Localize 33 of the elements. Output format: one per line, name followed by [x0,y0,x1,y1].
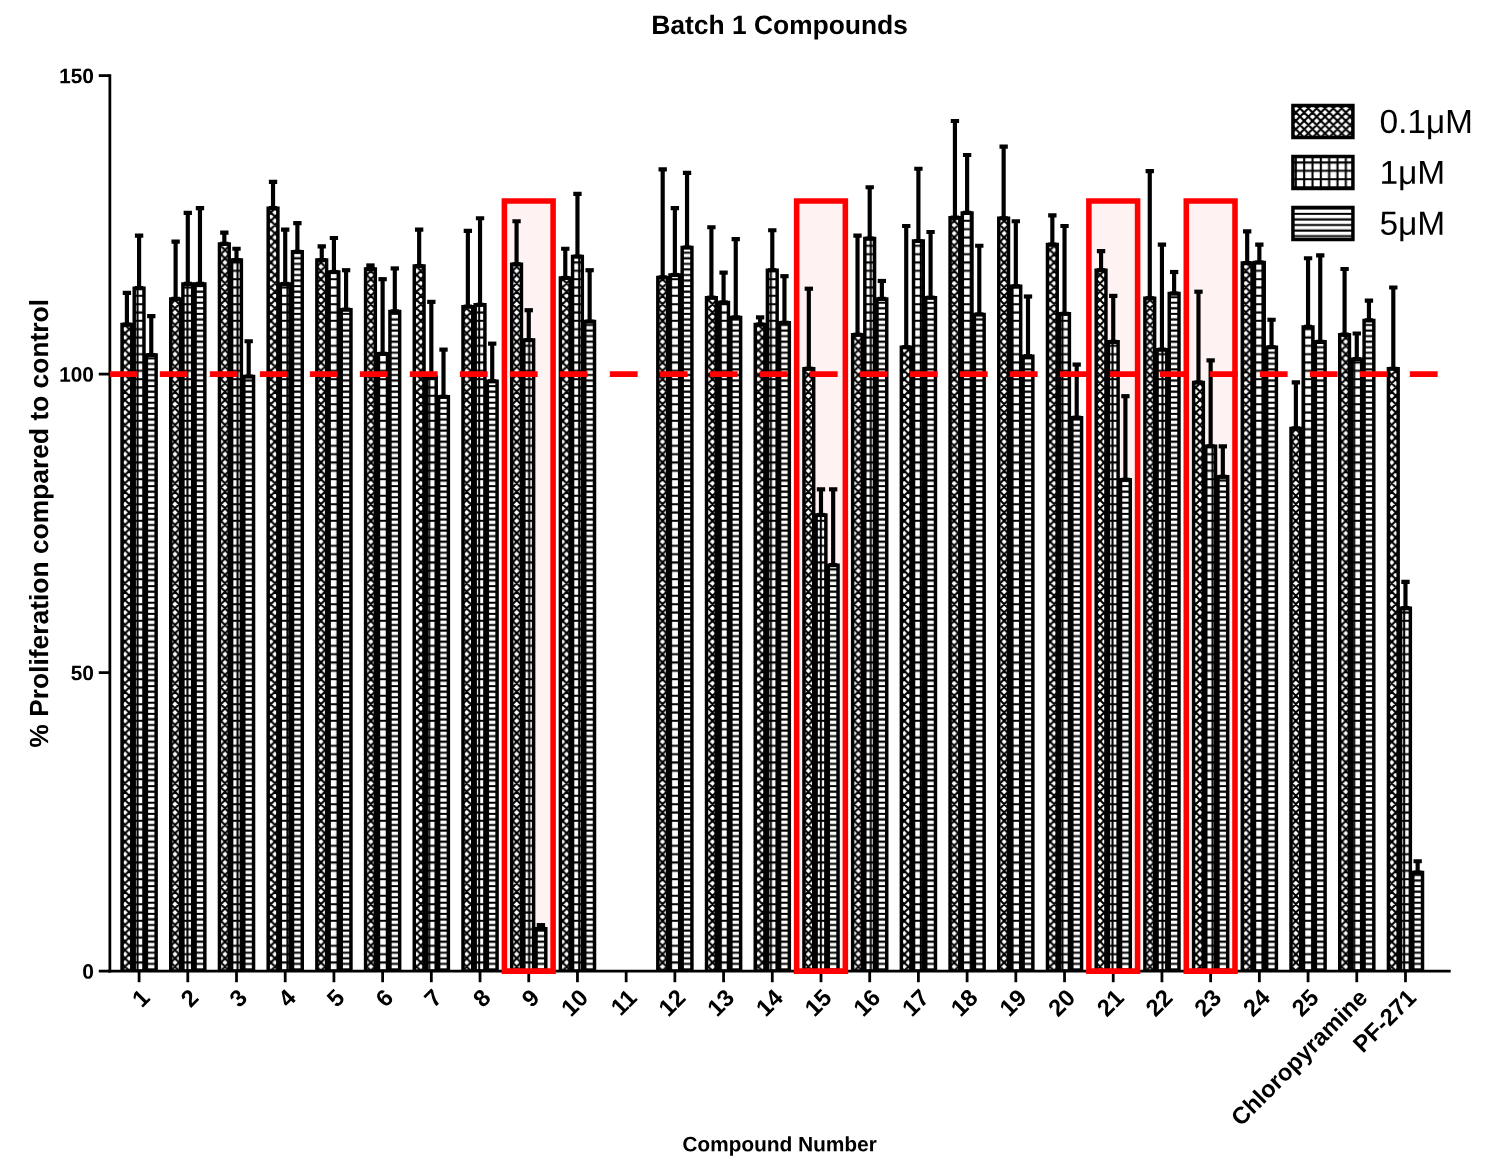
x-tick-label: 1 [131,988,151,1008]
x-tick-label: 21 [1095,987,1125,1018]
x-tick-label: 16 [852,988,882,1017]
x-tick-label: 4 [276,987,298,1009]
x-tick-label: 14 [755,987,785,1017]
x-tick-label: 7 [423,988,443,1008]
y-tick-label: 0 [83,964,94,979]
legend-label: 0.1μM [1380,109,1471,140]
legend-label: 1μM [1382,160,1443,191]
x-tick-label: 2 [179,988,200,1008]
x-tick-label: 10 [560,988,590,1017]
x-tick-label: 6 [374,988,395,1009]
x-axis-title: Compound Number [683,1136,877,1156]
x-tick-label: 18 [950,988,979,1017]
chart-title: Batch 1 Compounds [653,14,907,40]
x-tick-label: 17 [901,988,930,1017]
x-tick-label: 8 [471,988,492,1009]
y-tick-label: 150 [60,68,94,84]
x-tick-label: 20 [1046,988,1077,1018]
x-tick-label: 15 [804,988,833,1017]
y-axis-title: % Proliferation compared to control [28,300,54,748]
x-tick-label: 3 [228,988,249,1009]
y-tick-label: 100 [60,367,94,382]
y-tick-label: 50 [71,665,94,681]
x-tick-label: 12 [657,988,687,1017]
x-tick-label: 23 [1193,988,1223,1018]
x-tick-label: 9 [520,988,541,1009]
x-tick-label: 19 [998,988,1028,1017]
legend-label: 5μM [1380,211,1443,242]
x-tick-label: 13 [706,988,736,1017]
x-tick-label: 22 [1144,988,1174,1018]
x-tick-label: 5 [325,988,346,1009]
x-tick-label: 11 [610,988,638,1016]
